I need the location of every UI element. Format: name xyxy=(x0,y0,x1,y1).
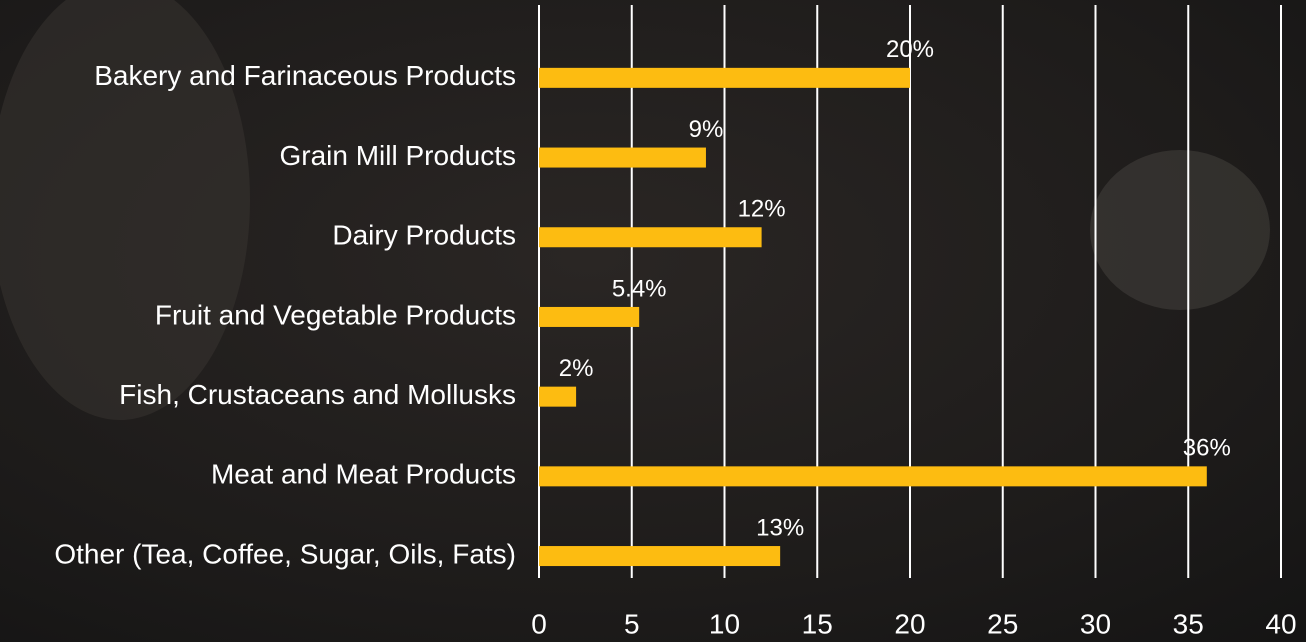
x-tick-label: 35 xyxy=(1173,608,1204,639)
bar xyxy=(539,148,706,168)
y-tick-label: Dairy Products xyxy=(332,220,516,251)
value-label: 20% xyxy=(886,36,934,63)
x-tick-label: 20 xyxy=(894,608,925,639)
value-label: 12% xyxy=(738,196,786,223)
background-shape xyxy=(1090,150,1270,310)
chart: 0 5 10 15 20 25 30 35 40 Bakery and Farinaceous P… xyxy=(0,0,1306,642)
y-tick-label: Bakery and Farinaceous Products xyxy=(94,60,516,91)
value-label: 13% xyxy=(756,514,804,541)
bar xyxy=(539,227,762,247)
x-tick-label: 40 xyxy=(1265,608,1296,639)
bar xyxy=(539,307,639,327)
bar xyxy=(539,546,780,566)
y-tick-label: Other (Tea, Coffee, Sugar, Oils, Fats) xyxy=(54,538,516,569)
x-tick-label: 15 xyxy=(802,608,833,639)
y-tick-label: Meat and Meat Products xyxy=(211,459,516,490)
bar xyxy=(539,68,910,88)
y-tick-label: Fruit and Vegetable Products xyxy=(155,299,516,330)
x-tick-label: 5 xyxy=(624,608,640,639)
value-label: 5.4% xyxy=(612,275,667,302)
y-tick-label: Fish, Crustaceans and Mollusks xyxy=(119,379,516,410)
x-tick-label: 0 xyxy=(531,608,547,639)
y-tick-label: Grain Mill Products xyxy=(279,140,516,171)
value-label: 9% xyxy=(689,116,724,143)
x-tick-label: 25 xyxy=(987,608,1018,639)
bar xyxy=(539,466,1207,486)
value-label: 36% xyxy=(1183,435,1231,462)
page: {"chart_data": {"type": "barh", "categor… xyxy=(0,0,1306,642)
value-label: 2% xyxy=(559,355,594,382)
x-tick-label: 10 xyxy=(709,608,740,639)
x-tick-label: 30 xyxy=(1080,608,1111,639)
bar xyxy=(539,387,576,407)
